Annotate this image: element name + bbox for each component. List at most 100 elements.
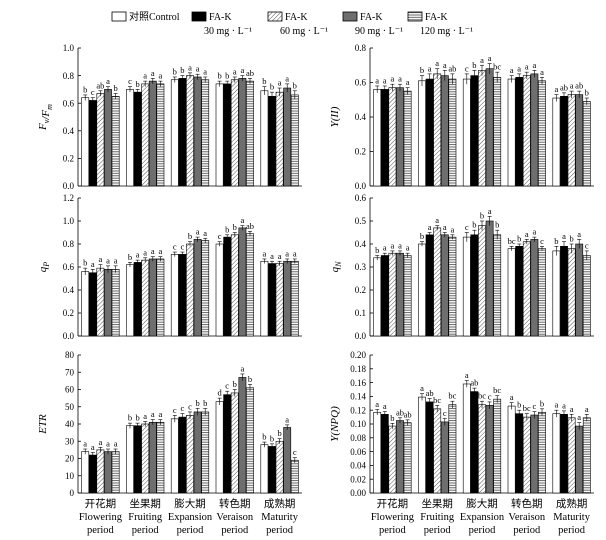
significance-letter: a	[285, 248, 289, 258]
bar-fak-90	[440, 234, 449, 337]
significance-letter: a	[159, 409, 163, 419]
y-tick-label: 40	[65, 419, 75, 429]
bar-fak-30	[88, 100, 97, 187]
significance-letter: a	[570, 404, 574, 414]
significance-letter: a	[562, 231, 566, 241]
bar-fak-30	[268, 263, 276, 337]
bar-fak-90	[148, 421, 157, 494]
significance-letter: c	[173, 405, 177, 415]
significance-letter: a	[99, 254, 103, 264]
significance-letter: a	[435, 58, 439, 68]
bar-fak-90	[283, 87, 292, 187]
significance-letter: a	[99, 437, 103, 447]
significance-letter: a	[435, 215, 439, 225]
y-tick-label: 10	[65, 471, 75, 481]
bar-fak-60	[96, 267, 105, 337]
bar-fak-90	[485, 68, 494, 187]
significance-letter: a	[428, 222, 432, 232]
x-tick-label: period	[132, 525, 160, 536]
significance-letter: a	[136, 250, 140, 260]
bar-fak-90	[193, 76, 202, 187]
x-tick-label: 坐果期	[129, 498, 161, 510]
bar-fak-120	[156, 83, 165, 187]
significance-letter: c	[293, 447, 297, 457]
significance-letter: c	[488, 391, 492, 401]
bar-control	[462, 383, 471, 494]
x-tick-label: 膨大期	[466, 497, 498, 510]
bar-fak-30	[268, 96, 276, 187]
y-tick-label: 0.4	[63, 285, 75, 295]
significance-letter: b	[113, 83, 117, 93]
bar-fak-120	[201, 79, 210, 187]
significance-letter: b	[480, 211, 484, 221]
y-tick-label: 60	[65, 385, 75, 395]
significance-letter: b	[128, 413, 132, 423]
significance-letter: b	[225, 224, 229, 234]
bar-group: bb a ab	[260, 73, 299, 187]
significance-letter: b	[270, 82, 274, 92]
bar-fak-120	[111, 451, 120, 494]
legend: 对照Control FA-K 30 mg · L⁻¹ FA-K 60 mg · …	[111, 10, 473, 37]
legend-item-90: FA-K 90 mg · L⁻¹	[342, 11, 403, 37]
chart-panel-fvfm: 0.00.20.40.60.81.0Fv/Fmb cab abc ba a a b b a a a b…	[37, 43, 302, 191]
significance-letter: b	[390, 413, 394, 423]
bar-fak-60	[230, 79, 239, 187]
significance-letter: b	[495, 220, 499, 230]
significance-letter: c	[533, 401, 537, 411]
bar-fak-30	[560, 246, 568, 337]
x-tick-label: 坐果期	[421, 498, 453, 510]
significance-letter: a	[263, 248, 267, 258]
legend-swatch-90	[342, 11, 358, 22]
bar-control	[81, 451, 90, 494]
y-tick-label: 0.4	[355, 239, 367, 249]
y-tick-label: 0.6	[63, 262, 75, 272]
significance-letter: a	[585, 404, 589, 414]
significance-letter: b	[293, 80, 297, 90]
bar-fak-120	[403, 90, 412, 187]
significance-letter: a	[420, 383, 424, 393]
bar-fak-90	[530, 414, 539, 494]
bar-fak-90	[283, 427, 292, 494]
bar-fak-60	[141, 83, 150, 187]
y-tick-label: 0.0	[355, 331, 367, 341]
significance-letter: a	[555, 400, 559, 410]
bar-fak-30	[470, 75, 479, 187]
significance-letter: b	[225, 71, 229, 81]
bar-fak-90	[396, 87, 404, 187]
x-tick-label: Fruiting	[128, 512, 163, 523]
significance-letter: a	[480, 55, 484, 65]
bar-control	[126, 264, 134, 337]
y-tick-label: 0.06	[350, 447, 366, 457]
bar-control	[552, 413, 561, 494]
bar-fak-120	[201, 411, 210, 494]
y-tick-label: 0.2	[355, 147, 366, 157]
panels: 0.00.20.40.60.81.0Fv/Fmb cab abc ba a a b b a a a b…	[37, 43, 594, 536]
bar-fak-30	[133, 425, 142, 494]
significance-letter: c	[225, 381, 229, 391]
bar-fak-90	[440, 75, 449, 187]
bar-fak-30	[470, 391, 479, 494]
significance-letter: ab	[246, 68, 254, 78]
chart-panel-ynpq: 0.00 0.02 0.04 0.06 0.08 0.10 0.12 0.14 0.16 0.18…	[329, 350, 594, 536]
bar-control	[552, 97, 561, 187]
legend-label-60-line2: 60 mg · L⁻¹	[280, 26, 328, 37]
bar-fak-60	[433, 73, 442, 187]
bar-fak-30	[425, 78, 434, 187]
y-tick-label: 0.0	[63, 331, 75, 341]
bar-group: a ab a abb	[552, 81, 591, 187]
bar-fak-90	[575, 243, 584, 337]
bar-fak-30	[560, 96, 568, 187]
bar-fak-120	[403, 255, 412, 337]
bar-control	[215, 83, 224, 187]
legend-swatch-120	[407, 11, 423, 22]
significance-letter: ab	[426, 388, 434, 398]
significance-letter: b	[517, 234, 521, 244]
significance-letter: c	[188, 401, 192, 411]
significance-letter: bc	[478, 391, 486, 401]
bar-group: bc b a ac	[508, 227, 546, 337]
bar-fak-90	[104, 451, 112, 494]
bar-fak-120	[111, 96, 120, 187]
